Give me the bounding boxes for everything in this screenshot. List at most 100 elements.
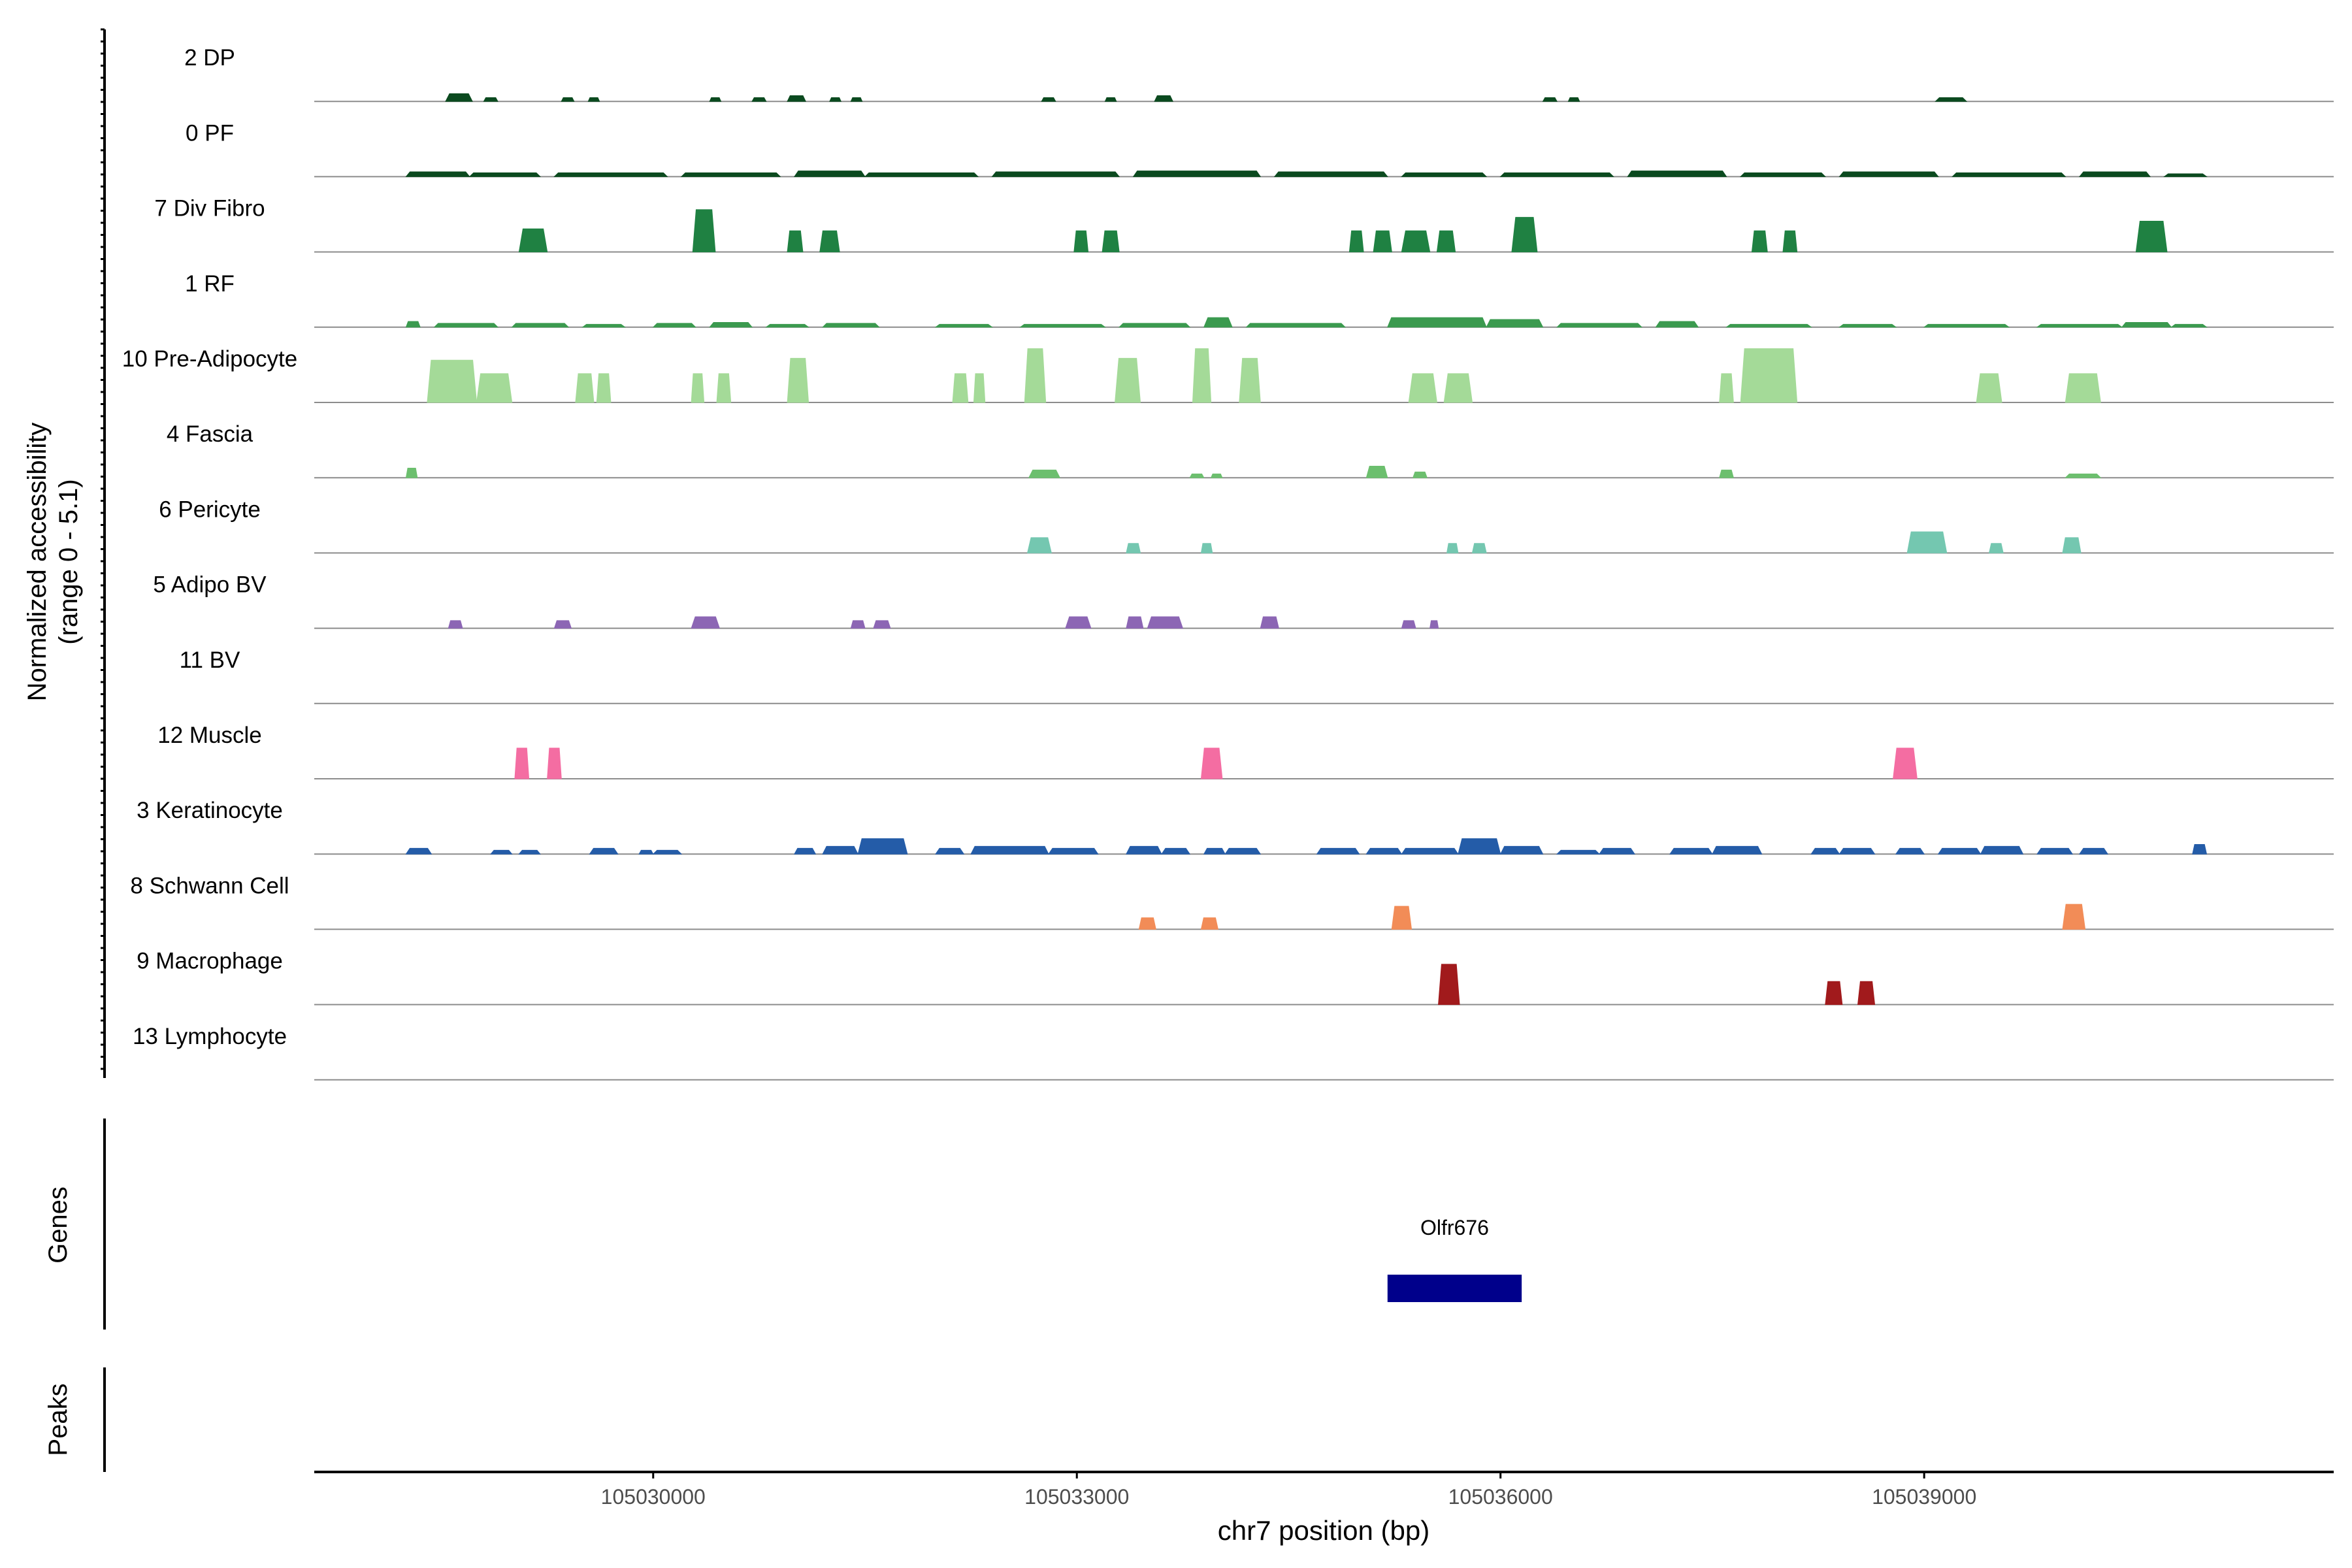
track-label: 5 Adipo BV — [153, 572, 267, 598]
track-peak — [873, 620, 891, 629]
track-peak — [1224, 847, 1262, 855]
track-peak — [1387, 317, 1487, 328]
track-peak — [1446, 543, 1459, 553]
track-peak — [1436, 230, 1456, 253]
track-peak — [405, 847, 433, 855]
track-peak — [1825, 981, 1843, 1005]
track: 11 BV — [180, 647, 2334, 704]
track-peak — [1443, 373, 1473, 403]
track-peak — [2062, 904, 2086, 930]
track-peak — [1115, 357, 1141, 403]
x-tick-label: 105039000 — [1872, 1485, 1976, 1509]
track-peak — [1239, 357, 1261, 403]
track-peak — [1976, 373, 2002, 403]
track-peak — [821, 323, 880, 328]
track-peak — [596, 373, 612, 403]
track-peak — [1365, 847, 1403, 855]
track-peak — [1935, 97, 1968, 102]
track-peak — [518, 228, 548, 253]
track-peak — [864, 172, 979, 177]
track-peak — [1810, 847, 1840, 855]
track-peak — [822, 845, 859, 855]
track-peak — [638, 849, 654, 855]
track-peak — [1401, 172, 1488, 177]
track-peak — [1669, 847, 1713, 855]
track: 1 RF — [185, 271, 2334, 328]
track-peak — [1923, 323, 2010, 328]
track-peak — [1200, 747, 1223, 779]
track-peak — [765, 323, 810, 328]
track: 8 Schwann Cell — [130, 873, 2334, 930]
track-label: 3 Keratinocyte — [137, 798, 283, 823]
track: 13 Lymphocyte — [133, 1024, 2334, 1081]
track-peak — [2192, 843, 2208, 855]
track-peak — [1391, 906, 1413, 930]
track-peak — [511, 323, 570, 328]
track: 9 Macrophage — [137, 949, 2334, 1005]
track: 6 Pericyte — [159, 497, 2334, 554]
track-peak — [1751, 230, 1768, 253]
peaks-label: Peaks — [44, 1383, 73, 1456]
track-peak — [1203, 847, 1226, 855]
track-peak — [692, 209, 716, 253]
track-peak — [2065, 473, 2102, 478]
track-peak — [1782, 230, 1798, 253]
track-peak — [1499, 172, 1614, 177]
track-peak — [1952, 172, 2066, 177]
track-peak — [1104, 97, 1117, 102]
track-peak — [1980, 845, 2024, 855]
track-peak — [709, 321, 753, 328]
track-peak — [973, 373, 986, 403]
track-peak — [857, 838, 908, 855]
track-peak — [1511, 217, 1538, 253]
track-peak — [1655, 321, 1699, 328]
track-peak — [445, 93, 473, 102]
track-peak — [514, 747, 530, 779]
track-peak — [589, 847, 619, 855]
track-peak — [2170, 323, 2208, 328]
track-peak — [1210, 473, 1223, 478]
track-peak — [448, 620, 463, 629]
track-label: 0 PF — [186, 120, 234, 146]
track-peak — [1438, 964, 1460, 1005]
track: 2 DP — [184, 45, 2334, 103]
track-peak — [490, 849, 513, 855]
track-peak — [405, 321, 421, 328]
track-peak — [1348, 230, 1364, 253]
track-peak — [1132, 171, 1262, 177]
track-peak — [1019, 323, 1106, 328]
x-tick-label: 105030000 — [601, 1485, 706, 1509]
track-peak — [970, 845, 1049, 855]
y-axis-label-line1: Normalized accessibility — [23, 423, 52, 702]
track-peak — [1024, 348, 1047, 403]
track: 10 Pre-Adipocyte — [122, 346, 2334, 403]
track-peak — [1739, 172, 1827, 177]
track-peak — [934, 323, 994, 328]
track-peak — [2163, 173, 2208, 177]
track-peak — [709, 97, 722, 102]
track-label: 2 DP — [184, 45, 235, 71]
track-peak — [1556, 323, 1643, 328]
track-peak — [2135, 221, 2168, 253]
tracks: 2 DP 0 PF 7 Div Fibro 1 RF 10 Pre-Adipocyte 4… — [122, 45, 2334, 1081]
track-peak — [1260, 616, 1279, 629]
track-peak — [1102, 230, 1120, 253]
track-peak — [652, 849, 683, 855]
track-peak — [476, 373, 513, 403]
track-peak — [1429, 620, 1439, 629]
track-peak — [1028, 469, 1061, 478]
track-peak — [2036, 847, 2074, 855]
track-peak — [1725, 323, 1812, 328]
track-peak — [1026, 537, 1052, 553]
track: 4 Fascia — [167, 421, 2334, 479]
track-peak — [1203, 317, 1233, 328]
genes: Olfr676 — [1387, 1216, 1522, 1302]
track-peak — [587, 97, 600, 102]
y-axis-label-line2: (range 0 - 5.1) — [54, 479, 83, 644]
track-peak — [935, 847, 965, 855]
track-peak — [1147, 616, 1184, 629]
y-axis-range-label: (range 0 - 5.1) — [54, 479, 83, 644]
track-peak — [1373, 230, 1392, 253]
track-peak — [787, 357, 809, 403]
track-peak — [850, 620, 866, 629]
